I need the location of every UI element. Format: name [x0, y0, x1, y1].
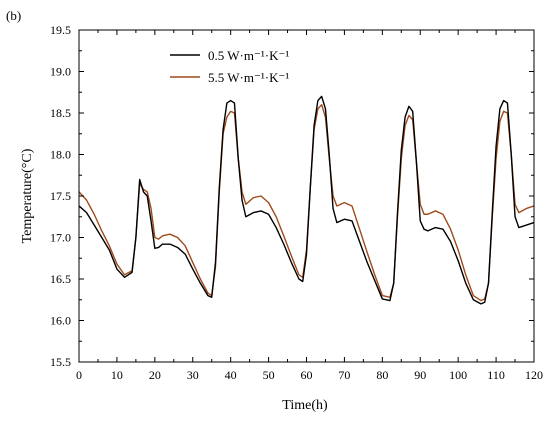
y-tick-label: 15.5 — [50, 355, 71, 369]
y-tick-label: 17.5 — [50, 189, 71, 203]
x-tick-label: 30 — [187, 368, 199, 382]
legend: 0.5 W·m⁻¹·K⁻¹ 5.5 W·m⁻¹·K⁻¹ — [170, 48, 289, 85]
x-tick-label: 60 — [301, 368, 313, 382]
panel-label: (b) — [6, 8, 21, 23]
x-tick-label: 50 — [263, 368, 275, 382]
y-axis-title: Temperature(°C) — [20, 148, 35, 243]
series-layer — [78, 95, 535, 305]
y-tick-label: 18.5 — [50, 106, 71, 120]
y-tick-label: 16.5 — [50, 272, 71, 286]
x-tick-label: 90 — [414, 368, 426, 382]
y-tick-label: 16.0 — [50, 314, 71, 328]
x-tick-label: 0 — [76, 368, 82, 382]
y-tick-label: 19.5 — [50, 23, 71, 37]
x-tick-label: 40 — [225, 368, 237, 382]
x-tick-label: 70 — [338, 368, 350, 382]
legend-label-series-2: 5.5 W·m⁻¹·K⁻¹ — [208, 70, 289, 85]
y-tick-label: 17.0 — [50, 231, 71, 245]
ticks-layer: 0 10 20 30 40 50 60 70 80 90 100 110 120 15.5 16.0 16.5… — [50, 23, 543, 382]
x-tick-label: 120 — [525, 368, 543, 382]
y-tick-label: 18.0 — [50, 148, 71, 162]
y-tick-label: 19.0 — [50, 65, 71, 79]
x-tick-label: 80 — [376, 368, 388, 382]
x-tick-label: 20 — [149, 368, 161, 382]
x-axis-title: Time(h) — [282, 398, 328, 413]
x-tick-label: 100 — [449, 368, 467, 382]
series-line-1 — [78, 95, 535, 305]
series-line-2 — [78, 104, 535, 302]
x-tick-label: 10 — [111, 368, 123, 382]
x-tick-label: 110 — [487, 368, 505, 382]
legend-label-series-1: 0.5 W·m⁻¹·K⁻¹ — [208, 48, 289, 63]
